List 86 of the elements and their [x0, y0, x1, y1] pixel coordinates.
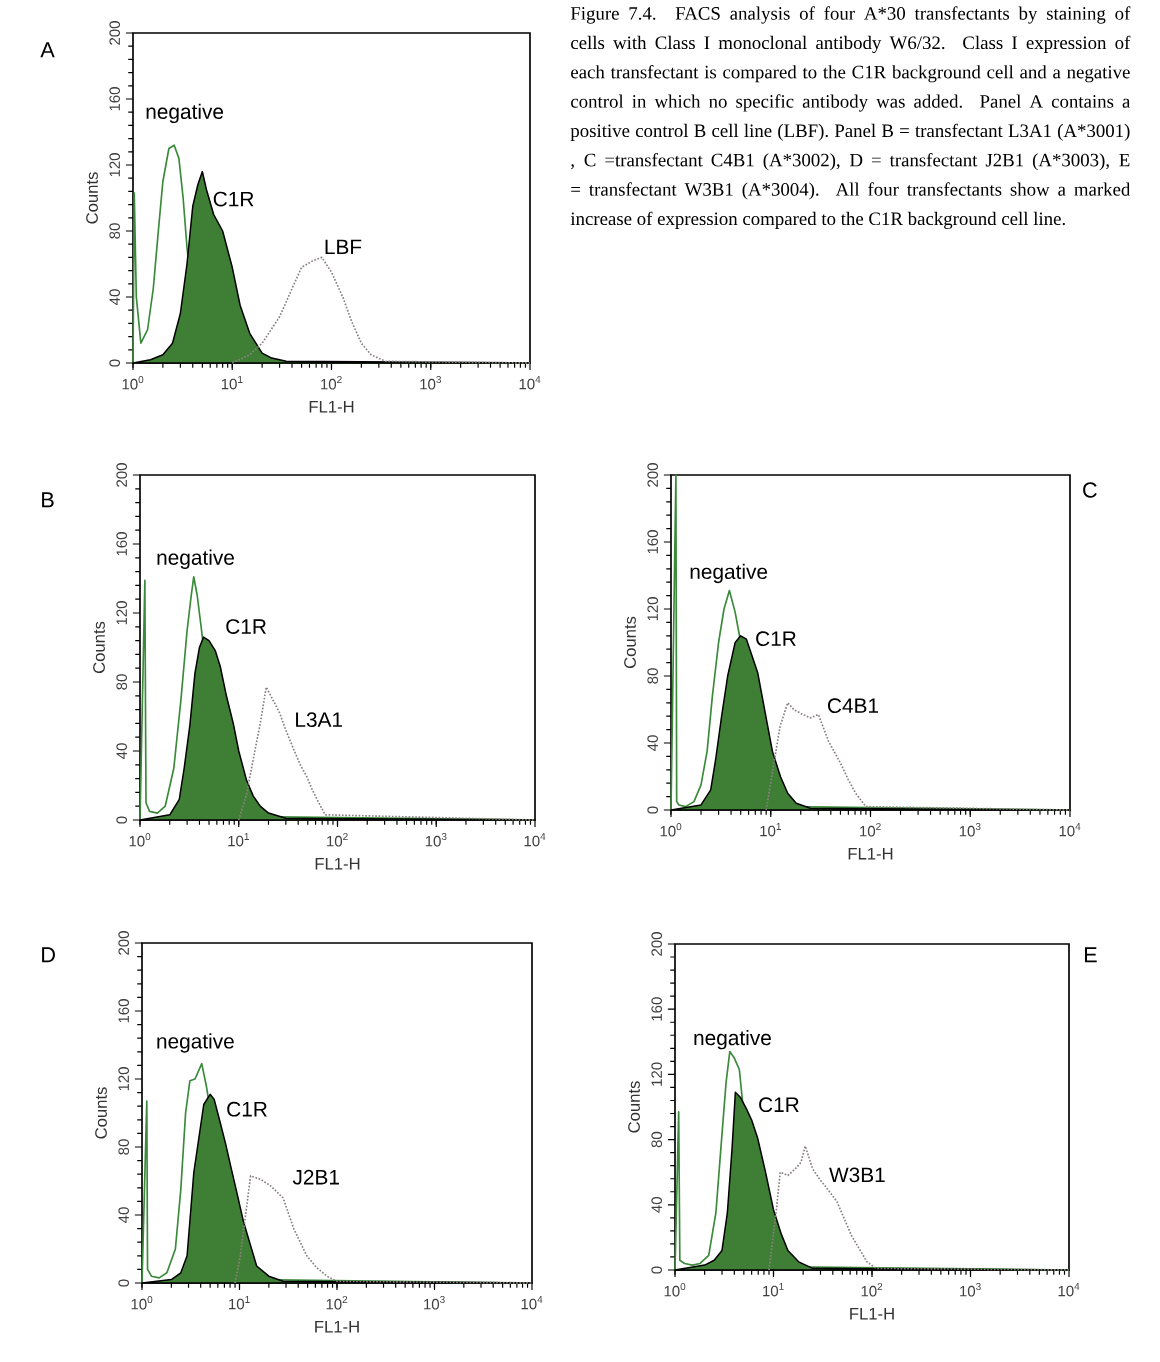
y-tick-label: 200: [116, 463, 128, 487]
x-tick-label: 10$^{0}$: [129, 833, 151, 847]
y-tick-label: 160: [116, 532, 128, 556]
x-tick-label: 10$^{4}$: [1059, 823, 1081, 837]
chart-title: D: [42, 947, 55, 963]
y-tick-label: 160: [118, 999, 130, 1023]
series-label: J2B1: [292, 1169, 339, 1185]
x-tick-label: 10$^{2}$: [861, 1283, 883, 1297]
x-tick-label: 10$^{4}$: [524, 833, 546, 847]
x-tick-label: 10$^{2}$: [321, 376, 342, 390]
y-tick-label: 200: [109, 21, 121, 45]
series-label: negative: [157, 1033, 234, 1053]
y-tick-label: 40: [109, 289, 121, 305]
series-label: C1R: [756, 631, 796, 647]
y-tick-label: 120: [109, 153, 121, 177]
series-label: LBF: [325, 239, 362, 255]
x-tick-label: 10$^{3}$: [425, 833, 447, 847]
y-tick-label: 80: [116, 674, 128, 690]
y-tick-label: 120: [118, 1067, 130, 1091]
x-tick-label: 10$^{0}$: [660, 823, 682, 837]
x-tick-label: 10$^{1}$: [229, 1296, 250, 1310]
caption: Figure 7.4. FACS analysis of four A*30 transfectants by staining of cells with Class I monoclonal antibody W6/32. Class I expression of each transfectant is compared to the C1R background cell and a negative control in which no specific antibody was added. Panel A contains a positive control B cell line (LBF). Panel B = transfectant L3A1 (A*3001) , C =transfectant C4B1 (A*3002), D = transfectant J2B1 (A*3003), E = transfectant W3B1 (A*3004). All four transfectants show a marked increase of expression compared to the C1R background cell line.: [570, 6, 1131, 229]
y-tick-label: 80: [647, 668, 659, 684]
text: B: [42, 492, 54, 508]
y-tick-label: 0: [109, 359, 121, 367]
x-tick-label: 10$^{4}$: [519, 376, 541, 390]
x-tick-label: 10$^{0}$: [664, 1283, 686, 1297]
x-tick-label: 10$^{4}$: [521, 1296, 543, 1310]
series-label: negative: [694, 1029, 771, 1050]
x-tick-label: 10$^{3}$: [959, 823, 981, 837]
y-tick-label: 200: [651, 932, 663, 956]
x-axis-title: FL1-H: [309, 400, 354, 413]
y-tick-label: 200: [647, 463, 659, 487]
y-tick-label: 80: [118, 1139, 130, 1155]
y-tick-label: 160: [109, 87, 121, 111]
y-tick-label: 200: [118, 931, 130, 955]
x-axis-title: FL1-H: [315, 857, 360, 870]
x-tick-label: 10$^{0}$: [122, 376, 144, 390]
x-axis-title: FL1-H: [848, 847, 893, 860]
y-tick-label: 160: [647, 530, 659, 554]
series-label: C1R: [759, 1097, 799, 1113]
y-tick-label: 120: [647, 597, 659, 621]
y-axis-title: Counts: [624, 616, 636, 669]
y-tick-label: 120: [116, 601, 128, 625]
x-tick-label: 10$^{0}$: [131, 1296, 153, 1310]
x-tick-label: 10$^{4}$: [1058, 1283, 1080, 1297]
y-tick-label: 40: [118, 1207, 130, 1223]
series-label: C1R: [227, 1101, 267, 1117]
y-axis-title: Counts: [95, 1087, 107, 1139]
x-tick-label: 10$^{3}$: [420, 376, 442, 390]
series-label: L3A1: [296, 712, 342, 728]
chart-title: A: [40, 42, 55, 58]
y-tick-label: 0: [118, 1279, 130, 1287]
x-tick-label: 10$^{2}$: [860, 823, 881, 837]
y-axis-title: Counts: [628, 1081, 640, 1133]
y-tick-label: 40: [651, 1197, 663, 1213]
x-tick-label: 10$^{3}$: [424, 1296, 445, 1310]
series-label: negative: [157, 549, 234, 570]
series-label: negative: [146, 103, 224, 124]
y-tick-label: 160: [651, 997, 663, 1021]
x-tick-label: 10$^{2}$: [326, 1296, 348, 1310]
x-axis-title: FL1-H: [315, 1320, 359, 1333]
y-tick-label: 40: [116, 743, 128, 759]
y-tick-label: 80: [651, 1131, 663, 1148]
y-tick-label: 0: [651, 1266, 663, 1274]
x-tick-label: 10$^{1}$: [228, 833, 249, 847]
y-axis-title: Counts: [86, 172, 98, 224]
series-label: C4B1: [827, 698, 879, 714]
series-label: C1R: [213, 191, 254, 207]
series-label: W3B1: [829, 1167, 885, 1183]
y-tick-label: 0: [116, 816, 128, 824]
x-tick-label: 10$^{2}$: [327, 833, 348, 847]
y-tick-label: 120: [651, 1062, 663, 1086]
x-tick-label: 10$^{3}$: [960, 1283, 981, 1297]
x-tick-label: 10$^{1}$: [760, 823, 781, 837]
series-label: negative: [690, 563, 768, 584]
y-tick-label: 0: [647, 806, 659, 814]
chart-title: E: [1084, 947, 1097, 963]
y-tick-label: 80: [109, 223, 121, 239]
x-tick-label: 10$^{1}$: [763, 1283, 784, 1297]
y-tick-label: 40: [647, 735, 659, 751]
x-axis-title: FL1-H: [850, 1307, 894, 1320]
y-axis-title: Counts: [93, 621, 105, 674]
chart-title: C: [1083, 482, 1097, 498]
x-tick-label: 10$^{1}$: [221, 376, 243, 390]
series-label: C1R: [226, 619, 266, 634]
